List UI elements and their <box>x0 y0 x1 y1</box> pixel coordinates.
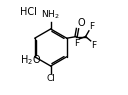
Text: Cl: Cl <box>46 74 55 83</box>
Text: H$_2$O: H$_2$O <box>20 53 41 67</box>
Text: F: F <box>89 22 94 31</box>
Text: NH$_2$: NH$_2$ <box>41 9 60 21</box>
Text: F: F <box>91 41 96 50</box>
Text: O: O <box>78 18 86 28</box>
Text: F: F <box>74 39 79 48</box>
Text: HCl: HCl <box>20 7 37 17</box>
